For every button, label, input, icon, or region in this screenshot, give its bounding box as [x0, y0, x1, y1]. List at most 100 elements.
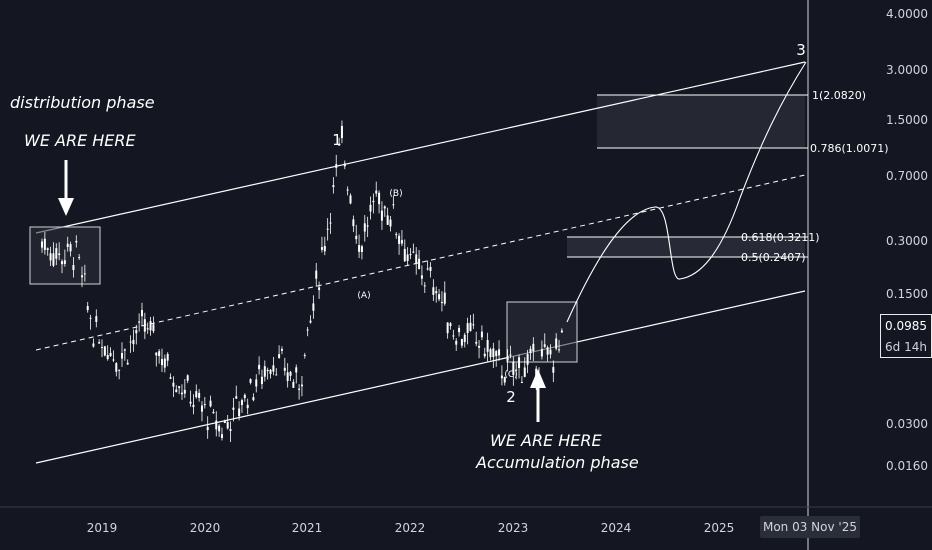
projection-path [566, 61, 807, 323]
candle-body [83, 273, 86, 275]
candle-body [52, 253, 55, 266]
candle-body [523, 367, 526, 377]
candle-body [72, 265, 75, 271]
candle-body [158, 351, 161, 357]
candle-body [172, 382, 175, 387]
candle-body [220, 434, 223, 439]
candle-body [258, 364, 261, 370]
candle-body [326, 228, 329, 230]
candle-body [400, 240, 403, 244]
candle-body [518, 357, 521, 368]
candle-body [98, 342, 101, 344]
y-tick-label: 0.3000 [886, 234, 928, 248]
candle-body [238, 408, 241, 417]
candle-body [549, 349, 552, 355]
candle-body [175, 389, 178, 393]
candle-body [223, 420, 226, 424]
candle-body [178, 386, 181, 388]
candle-body [463, 334, 466, 342]
candle-body [460, 339, 463, 346]
candle-body [378, 192, 381, 205]
candle-body [243, 394, 246, 399]
wave-b-label: (B) [389, 189, 402, 199]
y-tick-label: 3.0000 [886, 63, 928, 77]
candle-body [360, 246, 363, 253]
candle-body [320, 247, 323, 250]
candle-body [355, 235, 358, 240]
candle-body [540, 349, 543, 357]
candle-body [515, 369, 518, 371]
candle-body [426, 268, 429, 270]
candle-body [429, 266, 432, 271]
candle-body [292, 381, 295, 388]
candle-body [260, 376, 263, 385]
candle-body [318, 287, 321, 291]
y-tick-label: 0.0160 [886, 459, 928, 473]
candle-body [555, 338, 558, 349]
candle-body [478, 345, 481, 348]
x-tick-label: 2021 [292, 521, 323, 535]
candle-body [180, 392, 183, 395]
channel-upper-line [35, 61, 806, 234]
candle-body [263, 366, 266, 377]
candle-body [195, 391, 198, 398]
candle-body [66, 243, 69, 248]
candle-body [466, 323, 469, 334]
candle-body [383, 206, 386, 209]
candle-body [278, 354, 281, 358]
candle-body [112, 359, 115, 361]
candle-body [266, 369, 269, 372]
candle-body [446, 322, 449, 334]
candle-body [183, 389, 186, 394]
candle-body [435, 291, 438, 294]
candle-body [346, 189, 349, 191]
candle-body [469, 322, 472, 331]
candle-body [395, 234, 398, 236]
candle-body [558, 349, 561, 351]
candle-body [229, 429, 232, 431]
candle-body [338, 144, 341, 146]
candle-body [200, 405, 203, 412]
candle-body [443, 292, 446, 304]
candle-body [529, 348, 532, 354]
candle-body [512, 361, 515, 376]
candle-body [303, 355, 306, 357]
candle-body [115, 363, 118, 372]
accumulation-phase-label: Accumulation phase [475, 453, 639, 472]
x-tick-label: 2020 [190, 521, 221, 535]
price-candles [41, 120, 563, 442]
candle-body [69, 244, 72, 252]
candle-body [498, 349, 501, 356]
candle-body [226, 422, 229, 429]
candle-body [58, 253, 61, 256]
candle-body [126, 362, 129, 365]
candle-body [289, 371, 292, 376]
candle-body [286, 372, 289, 381]
candle-body [386, 215, 389, 225]
distribution-phase-label: distribution phase [10, 93, 155, 112]
candle-body [249, 379, 252, 383]
candle-body [129, 341, 132, 343]
wave-1-label: 1 [332, 131, 342, 149]
candle-body [472, 324, 475, 326]
candle-body [375, 190, 378, 194]
candle-body [420, 275, 423, 279]
fib-upper-zone [597, 95, 805, 148]
candle-body [506, 355, 509, 361]
candle-body [49, 253, 52, 261]
candle-body [198, 392, 201, 398]
candle-body [406, 254, 409, 261]
candle-body [232, 407, 235, 410]
candle-body [169, 377, 172, 379]
y-tick-label: 4.0000 [886, 7, 928, 21]
fib-label-1: 1(2.0820) [812, 89, 866, 102]
candle-body [149, 321, 152, 331]
candle-body [143, 319, 146, 332]
candle-body [246, 404, 249, 409]
candle-body [61, 261, 64, 265]
wave-2-label: 2 [506, 388, 516, 406]
candle-body [532, 343, 535, 352]
candle-body [155, 352, 158, 356]
candle-body [560, 330, 563, 333]
